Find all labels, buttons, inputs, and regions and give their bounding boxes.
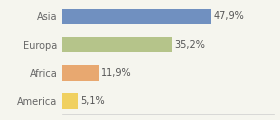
- Bar: [62, 9, 211, 24]
- Bar: [62, 93, 78, 109]
- Text: 47,9%: 47,9%: [214, 11, 245, 21]
- Text: 5,1%: 5,1%: [80, 96, 105, 106]
- Text: 11,9%: 11,9%: [101, 68, 132, 78]
- Text: 35,2%: 35,2%: [174, 40, 205, 50]
- Bar: [62, 65, 99, 81]
- Bar: [62, 37, 172, 52]
